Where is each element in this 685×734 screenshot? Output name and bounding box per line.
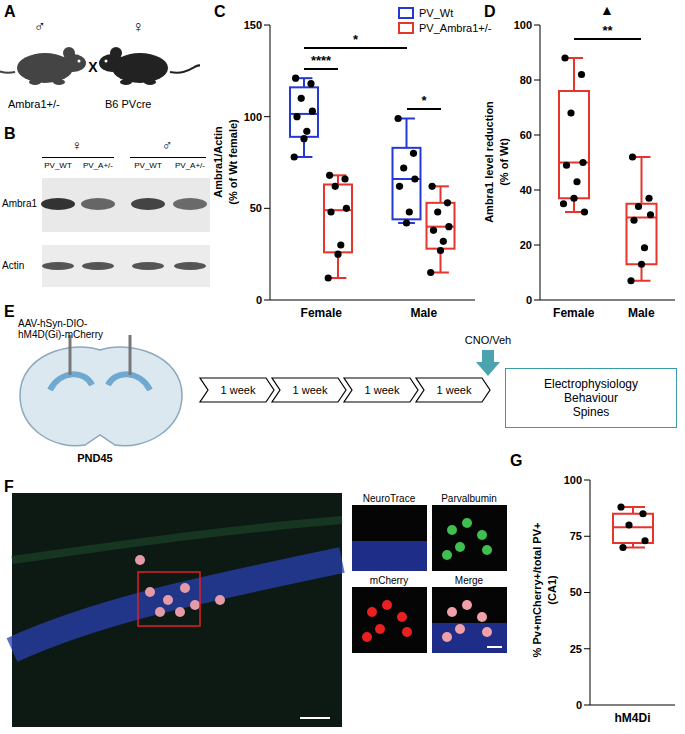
html-text:G: G: [510, 452, 523, 469]
svg-text:0: 0: [576, 699, 582, 711]
html-text:Ambra1+/-: Ambra1+/-: [8, 98, 60, 110]
html-text:PV_WT: PV_WT: [44, 161, 72, 170]
svg-text:20: 20: [520, 239, 532, 251]
svg-text:100: 100: [244, 111, 262, 123]
html-text:hM4D(Gi)-mCherry: hM4D(Gi)-mCherry: [18, 329, 103, 340]
svg-text:75: 75: [570, 530, 582, 542]
svg-text:100: 100: [564, 474, 582, 486]
html-text:E: E: [4, 303, 15, 320]
svg-text:80: 80: [520, 74, 532, 86]
html-text:Electrophysiology: Electrophysiology: [544, 377, 638, 391]
html-text:(% of Wt): (% of Wt): [498, 138, 510, 186]
html-text:% Pv+mCherry+/total PV+: % Pv+mCherry+/total PV+: [531, 522, 543, 658]
svg-text:Male: Male: [628, 306, 655, 320]
svg-text:25: 25: [570, 643, 582, 655]
html-text:1 week: 1 week: [220, 384, 256, 396]
html-text:PND45: PND45: [77, 452, 113, 464]
svg-text:50: 50: [570, 586, 582, 598]
svg-text:0: 0: [256, 294, 262, 306]
svg-text:hM4Di: hM4Di: [615, 711, 651, 725]
html-text:mCherry: mCherry: [369, 575, 409, 586]
html-text:PV_A+/-: PV_A+/-: [175, 161, 205, 170]
html-text:CNO/Veh: CNO/Veh: [464, 334, 512, 346]
html-text:X: X: [88, 59, 98, 75]
svg-text:40: 40: [520, 184, 532, 196]
html-text:A: A: [4, 3, 16, 20]
html-text:C: C: [214, 3, 226, 20]
html-text:PV_WT: PV_WT: [134, 161, 162, 170]
html-text:D: D: [484, 3, 496, 20]
svg-text:Female: Female: [553, 306, 595, 320]
svg-text:100: 100: [514, 19, 532, 31]
html-text:Spines: Spines: [572, 405, 610, 419]
html-text:Ambra1/Actin: Ambra1/Actin: [212, 126, 224, 198]
html-text:Merge: Merge: [454, 575, 484, 586]
html-text:1 week: 1 week: [436, 384, 472, 396]
html-text:Parvalbumin: Parvalbumin: [441, 493, 497, 504]
html-text:Ambra1: Ambra1: [2, 198, 37, 209]
svg-text:0: 0: [526, 294, 532, 306]
html-text:(CA1): (CA1): [546, 575, 558, 605]
html-text:B6 PVcre: B6 PVcre: [105, 98, 152, 110]
html-text:AAV-hSyn-DIO-: AAV-hSyn-DIO-: [18, 318, 88, 329]
html-text:Behaviour: Behaviour: [564, 391, 618, 405]
html-text:NeuroTrace: NeuroTrace: [362, 493, 416, 504]
html-text:(% of Wt female): (% of Wt female): [227, 119, 239, 205]
html-text:B: B: [4, 125, 16, 142]
html-text:Actin: Actin: [2, 260, 25, 271]
html-text:PV_Ambra1+/-: PV_Ambra1+/-: [419, 21, 492, 34]
html-text:F: F: [4, 478, 14, 495]
svg-text:Male: Male: [410, 306, 437, 320]
svg-text:150: 150: [244, 19, 262, 31]
svg-text:Female: Female: [301, 306, 343, 320]
svg-text:60: 60: [520, 129, 532, 141]
html-text:PV_Wt: PV_Wt: [419, 6, 454, 19]
svg-text:50: 50: [250, 202, 262, 214]
html-text:Ambra1 level reduction: Ambra1 level reduction: [483, 101, 495, 223]
html-text:PV_A+/-: PV_A+/-: [83, 161, 113, 170]
html-text:1 week: 1 week: [292, 384, 328, 396]
html-text:1 week: 1 week: [364, 384, 400, 396]
